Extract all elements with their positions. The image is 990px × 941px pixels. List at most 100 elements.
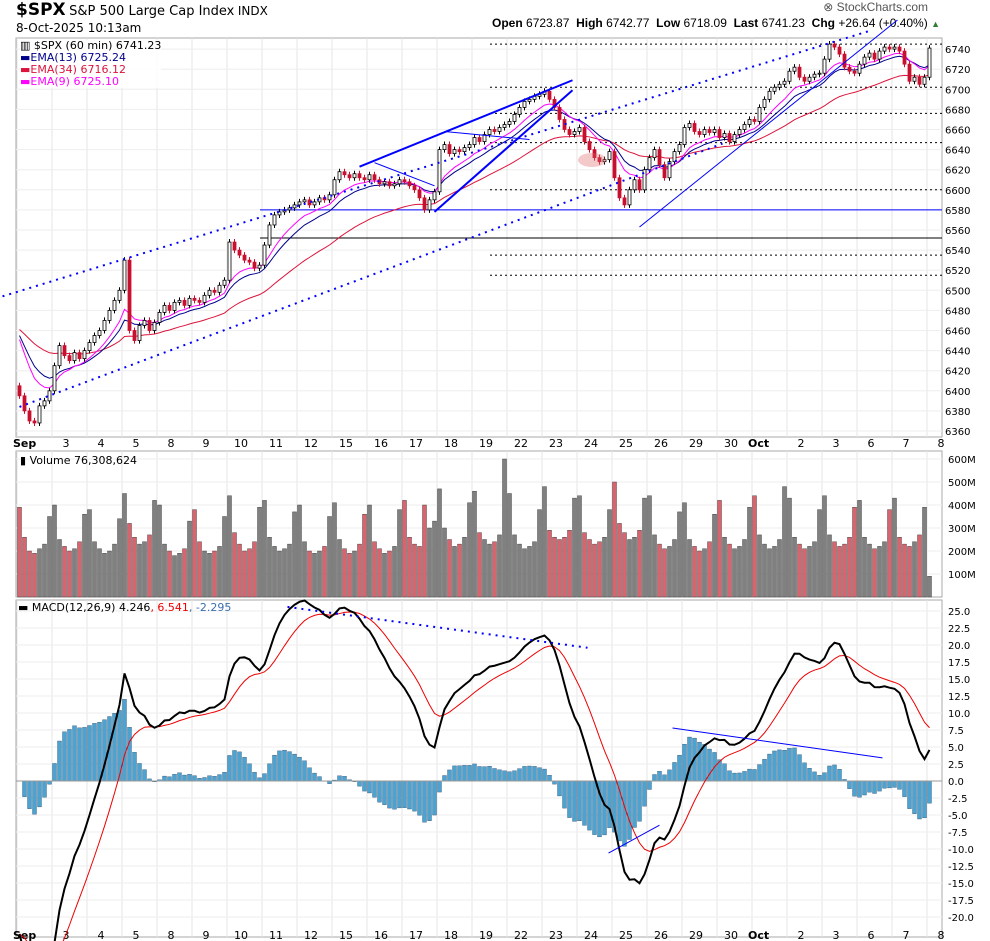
candle-body xyxy=(812,73,817,78)
x-tick-label: 22 xyxy=(514,929,528,941)
candle-body xyxy=(57,345,62,367)
x-tick-label: Oct xyxy=(748,929,769,941)
candle-body xyxy=(647,157,652,171)
volume-bar xyxy=(542,486,547,598)
x-tick-label: 29 xyxy=(689,437,703,450)
candle-body xyxy=(622,197,627,206)
macd-histogram-bar xyxy=(767,753,772,782)
volume-bar xyxy=(627,539,632,598)
candle-body xyxy=(202,294,207,303)
x-tick-label: 9 xyxy=(203,929,210,941)
candle-body xyxy=(402,179,407,183)
volume-bar xyxy=(272,546,277,598)
volume-bar xyxy=(652,534,657,598)
candle-body xyxy=(97,330,102,336)
macd-histogram-bar xyxy=(362,780,367,792)
macd-histogram-bar xyxy=(37,780,42,808)
volume-bar xyxy=(847,537,852,598)
volume-bar xyxy=(47,516,52,598)
volume-bar xyxy=(857,500,862,598)
macd-histogram-bar xyxy=(772,750,777,782)
volume-bar xyxy=(232,532,237,598)
volume-bar xyxy=(817,509,822,598)
symbol: $SPX xyxy=(16,0,66,20)
brand-logo[interactable]: ⊗ StockCharts.com xyxy=(823,0,928,14)
macd-tick-label: -2.5 xyxy=(948,794,968,805)
candle-body xyxy=(737,129,742,135)
candle-body xyxy=(422,197,427,211)
macd-histogram-bar xyxy=(202,777,207,782)
volume-bar xyxy=(112,543,117,598)
volume-bar xyxy=(537,509,542,598)
macd-histogram-bar xyxy=(472,763,477,782)
macd-histogram-bar xyxy=(587,780,592,831)
x-tick-label: 2 xyxy=(798,929,805,941)
macd-histogram-bar xyxy=(847,780,852,789)
candle-body xyxy=(372,174,377,181)
volume-bar xyxy=(682,502,687,598)
candle-body xyxy=(887,46,892,50)
x-tick-label: 10 xyxy=(234,437,248,450)
volume-bar xyxy=(267,537,272,598)
macd-histogram-bar xyxy=(502,770,507,782)
macd-histogram-bar xyxy=(142,769,147,782)
macd-histogram-bar xyxy=(302,760,307,782)
macd-histogram-bar xyxy=(852,780,857,797)
candle-body xyxy=(872,52,877,60)
price-trendline xyxy=(374,162,435,187)
macd-histogram-bar xyxy=(222,772,227,782)
macd-histogram-bar xyxy=(22,780,27,797)
volume-bar xyxy=(692,546,697,598)
macd-histogram-bar xyxy=(292,753,297,782)
legend-ema34: EMA(34) 6716.12 xyxy=(30,63,126,76)
macd-histogram-bar xyxy=(432,780,437,816)
volume-bar xyxy=(522,548,527,598)
volume-bar xyxy=(17,507,22,598)
x-tick-label: 11 xyxy=(269,929,283,941)
candle-body xyxy=(917,76,922,85)
macd-histogram-bar xyxy=(492,768,497,782)
volume-bar xyxy=(217,546,222,598)
volume-bar xyxy=(562,537,567,598)
x-tick-label: 7 xyxy=(903,929,910,941)
macd-histogram-bar xyxy=(637,780,642,822)
volume-bar xyxy=(822,495,827,598)
macd-histogram-bar xyxy=(132,752,137,782)
volume-bar xyxy=(622,532,627,598)
candle-body xyxy=(607,151,612,161)
candle-body xyxy=(852,70,857,74)
price-tick-label: 6360 xyxy=(945,427,970,438)
candle-body xyxy=(257,264,262,269)
volume-bar xyxy=(782,486,787,598)
volume-bar xyxy=(697,550,702,598)
candle-body xyxy=(522,100,527,108)
candle-body xyxy=(897,46,902,52)
macd-signal-line xyxy=(19,611,930,941)
volume-bar xyxy=(412,543,417,598)
macd-histogram-bar xyxy=(792,747,797,782)
volume-bar xyxy=(87,509,92,598)
macd-histogram-bar xyxy=(682,743,687,782)
candle-body xyxy=(492,129,497,132)
volume-bar xyxy=(242,550,247,598)
volume-bar xyxy=(842,543,847,598)
volume-bar xyxy=(402,500,407,598)
candle-body xyxy=(682,127,687,145)
candle-body xyxy=(357,173,362,179)
volume-bar xyxy=(42,543,47,598)
macd-histogram-bar xyxy=(242,757,247,782)
x-tick-label: 24 xyxy=(584,929,598,941)
low-label: Low xyxy=(656,16,681,30)
candle-body xyxy=(122,259,127,291)
candle-body xyxy=(437,149,442,193)
candle-body xyxy=(397,179,402,185)
macd-histogram-bar xyxy=(127,727,132,782)
volume-bar xyxy=(732,548,737,598)
volume-bar xyxy=(212,550,217,598)
candle-body xyxy=(477,137,482,142)
macd-histogram-bar xyxy=(827,765,832,782)
volume-bar xyxy=(287,543,292,598)
candle-body xyxy=(697,131,702,135)
candle-body xyxy=(712,129,717,133)
macd-histogram-bar xyxy=(877,780,882,792)
